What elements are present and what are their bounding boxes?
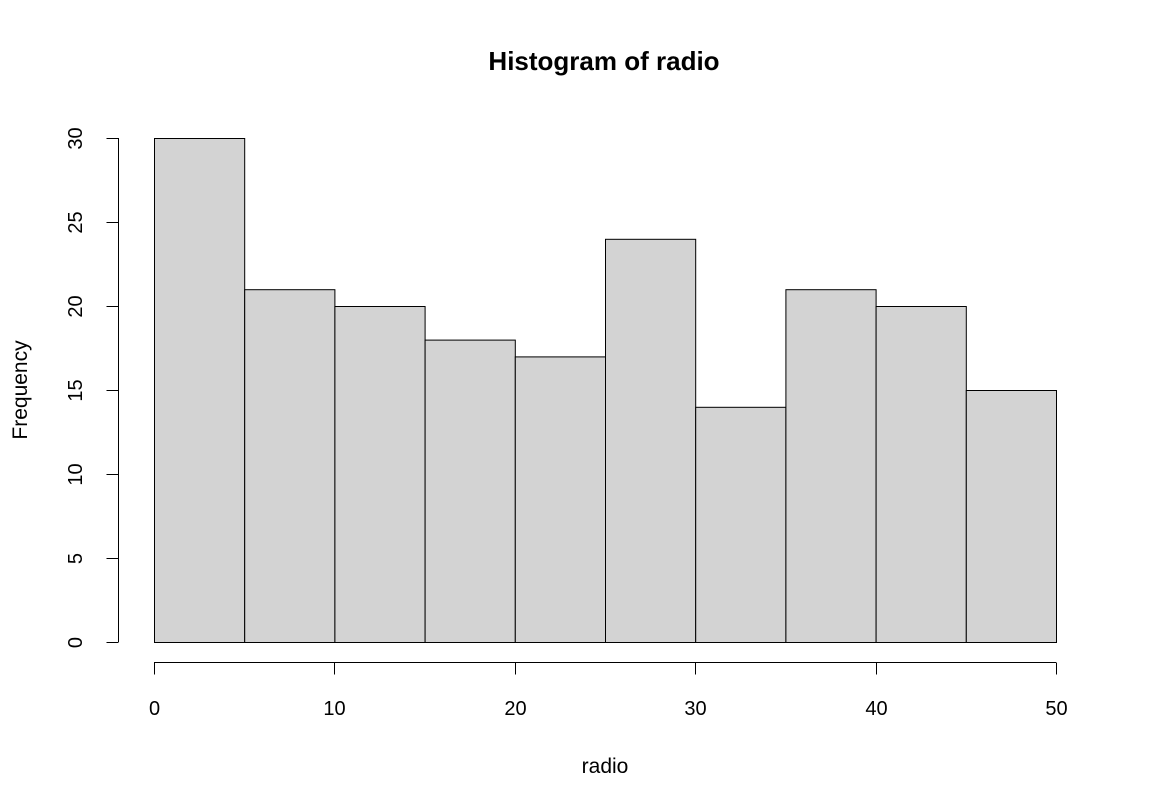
y-tick-label-5: 25 — [65, 211, 87, 233]
y-tick-label-6: 30 — [65, 127, 87, 149]
y-tick-label-1: 5 — [65, 553, 87, 564]
y-tick-label-3: 15 — [65, 379, 87, 401]
x-tick-label-1: 10 — [323, 698, 345, 720]
x-axis: 0 10 20 30 40 50 — [149, 662, 1068, 720]
histogram-bar-5 — [605, 238, 697, 644]
y-tick-label-2: 10 — [65, 463, 87, 485]
histogram-bar-9 — [965, 390, 1057, 643]
histogram-bar-1 — [244, 289, 336, 643]
histogram-bar-4 — [514, 356, 606, 643]
y-tick-label-0: 0 — [65, 637, 87, 648]
histogram-bar-3 — [424, 339, 516, 643]
histogram-bar-7 — [785, 289, 877, 643]
x-tick-label-2: 20 — [504, 698, 526, 720]
histogram-bar-8 — [875, 306, 967, 643]
x-axis-label: radio — [582, 755, 629, 778]
histogram-bar-2 — [334, 306, 426, 643]
x-tick-label-4: 40 — [865, 698, 887, 720]
x-tick-label-3: 30 — [684, 698, 706, 720]
histogram-bar-0 — [154, 138, 246, 643]
x-tick-label-5: 50 — [1045, 698, 1067, 720]
y-axis-label: Frequency — [9, 340, 32, 440]
histogram-bar-6 — [695, 406, 787, 643]
y-tick-label-4: 20 — [65, 295, 87, 317]
bars-group — [154, 138, 1057, 644]
chart-title: Histogram of radio — [488, 46, 719, 76]
x-tick-label-0: 0 — [149, 698, 160, 720]
y-axis: 0 5 10 15 20 25 30 — [65, 127, 119, 648]
